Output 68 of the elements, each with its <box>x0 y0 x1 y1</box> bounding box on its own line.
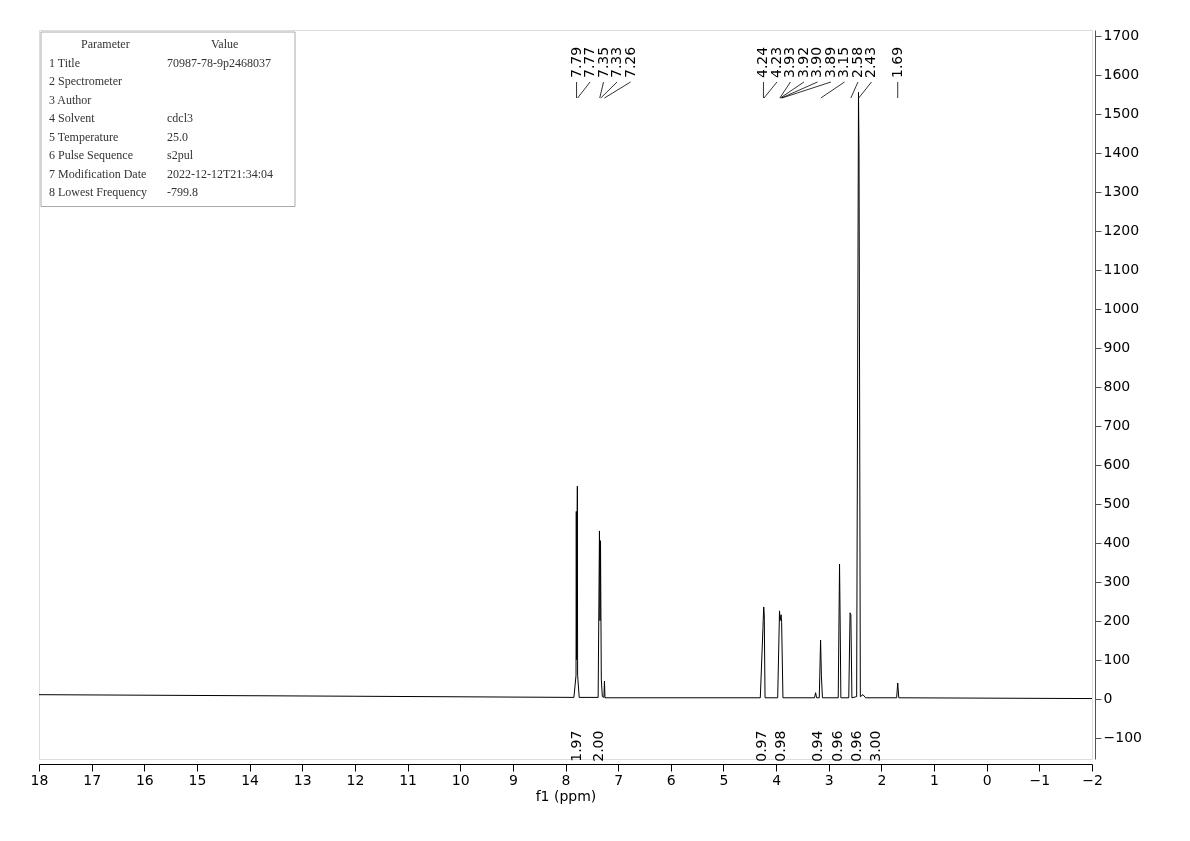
x-tick-label: 14 <box>241 771 260 788</box>
annotation: Value <box>211 37 239 51</box>
x-tick-label: 9 <box>508 771 518 788</box>
annotation: 2022-12-12T21:34:04 <box>167 166 273 181</box>
x-tick-label: 15 <box>188 771 207 788</box>
x-tick-label: 5 <box>719 771 729 788</box>
y-tick-label: 1200 <box>1103 222 1140 239</box>
y-tick-label: 1300 <box>1103 183 1140 200</box>
x-tick-label: 6 <box>666 771 676 788</box>
x-axis-title: f1 (ppm) <box>535 787 597 804</box>
x-tick-label: 10 <box>451 771 470 788</box>
annotation: 6 Pulse Sequence <box>49 148 133 162</box>
x-tick-label: 12 <box>346 771 365 788</box>
x-tick-label: 8 <box>561 771 571 788</box>
x-tick-label: 16 <box>135 771 154 788</box>
annotation: 8 Lowest Frequency <box>49 185 147 199</box>
x-tick-label: 13 <box>293 771 312 788</box>
annotation: 2 Spectrometer <box>49 74 122 88</box>
x-tick-label: 4 <box>772 771 782 788</box>
annotation: 2.00 <box>590 730 607 762</box>
annotation: 2.43 <box>862 46 879 78</box>
annotation: 0.98 <box>771 730 788 762</box>
x-tick-label: −1 <box>1029 771 1051 788</box>
y-tick-label: 700 <box>1103 417 1131 434</box>
y-tick-label: 800 <box>1103 378 1131 395</box>
annotation: cdcl3 <box>167 111 193 125</box>
x-tick-label: 18 <box>30 771 49 788</box>
annotation: Parameter <box>81 37 130 51</box>
x-tick-label: 11 <box>399 771 417 788</box>
annotation: -799.8 <box>167 185 198 199</box>
y-tick-label: 1500 <box>1103 105 1140 122</box>
y-tick-label: 500 <box>1103 495 1131 512</box>
annotation: 1.69 <box>888 46 905 78</box>
annotation: 3.00 <box>867 730 884 762</box>
y-tick-label: −100 <box>1103 729 1142 746</box>
annotation: 70987-78-9p2468037 <box>167 55 271 70</box>
annotation: 0.97 <box>752 730 769 762</box>
y-tick-label: 300 <box>1103 573 1131 590</box>
annotation: 25.0 <box>167 129 188 144</box>
annotation: 1 Title <box>49 55 81 70</box>
x-tick-label: 0 <box>982 771 992 788</box>
y-tick-label: 400 <box>1103 534 1131 551</box>
x-tick-label: −2 <box>1082 771 1103 788</box>
x-tick-label: 1 <box>930 771 940 788</box>
annotation: 4 Solvent <box>49 111 96 125</box>
x-tick-label: 2 <box>877 771 887 788</box>
y-tick-label: 0 <box>1103 690 1113 707</box>
y-tick-label: 200 <box>1103 612 1131 629</box>
annotation: 1.97 <box>568 730 585 762</box>
y-tick-label: 1700 <box>1103 27 1140 44</box>
x-tick-label: 7 <box>614 771 624 788</box>
y-tick-label: 1000 <box>1103 300 1140 317</box>
y-tick-label: 100 <box>1103 651 1131 668</box>
annotation: 5 Temperature <box>49 129 119 144</box>
annotation: 0.94 <box>809 730 826 762</box>
annotation: 0.96 <box>829 730 846 762</box>
y-tick-label: 1400 <box>1103 144 1140 161</box>
y-tick-label: 1100 <box>1103 261 1140 278</box>
x-tick-label: 17 <box>83 771 102 788</box>
annotation: 7.79 <box>567 46 584 78</box>
y-tick-label: 1600 <box>1103 66 1140 83</box>
x-tick-label: 3 <box>824 771 834 788</box>
annotation: 7 Modification Date <box>49 166 147 181</box>
annotation: 3 Author <box>49 92 92 107</box>
y-tick-label: 900 <box>1103 339 1131 356</box>
annotation: s2pul <box>167 148 194 162</box>
y-tick-label: 600 <box>1103 456 1131 473</box>
annotation: 0.96 <box>848 730 865 762</box>
